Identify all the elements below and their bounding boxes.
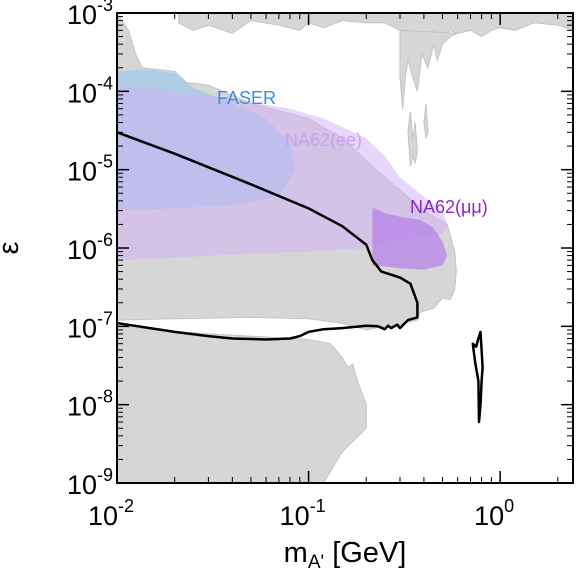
region-excluded-small [407,111,418,167]
region-excluded-small-2 [423,103,429,139]
y-tick-label: 10-3 [67,0,113,30]
x-axis-title: mA' [GeV] [284,537,407,573]
x-tick-label: 10-1 [280,496,326,531]
contour-layer [117,131,484,424]
x-axis-title-base: m [284,537,308,569]
region-excluded-drips [399,29,458,109]
line-contour-loop [471,330,484,424]
tick-layer: 10-2 10-1 100 10-9 10-8 10-7 10-6 10-5 10-4 10-3 [67,0,573,531]
region-layer [117,13,573,483]
y-tick-label: 10-7 [67,308,113,343]
y-tick-label: 10-5 [67,152,113,187]
series-label-layer: FASER NA62(ee) NA62(μμ) [217,88,488,217]
series-label-na62-mumu: NA62(μμ) [410,197,488,217]
y-tick-label: 10-9 [67,465,113,500]
x-axis-title-unit: [GeV] [324,537,406,569]
region-na62-mumu [372,207,448,270]
y-tick-label: 10-8 [67,387,113,422]
y-tick-label: 10-6 [67,230,113,265]
series-label-faser: FASER [217,88,276,108]
x-axis-title-subscript: A' [308,552,324,573]
y-axis-title: ε [0,241,25,254]
region-na62-ee [117,85,448,261]
x-tick-label: 100 [474,496,514,531]
y-tick-label: 10-4 [67,73,113,108]
line-contour-main [117,131,419,341]
x-tick-label: 10-2 [88,496,134,531]
region-excluded-lower [117,325,367,483]
series-label-na62-ee: NA62(ee) [285,130,362,150]
